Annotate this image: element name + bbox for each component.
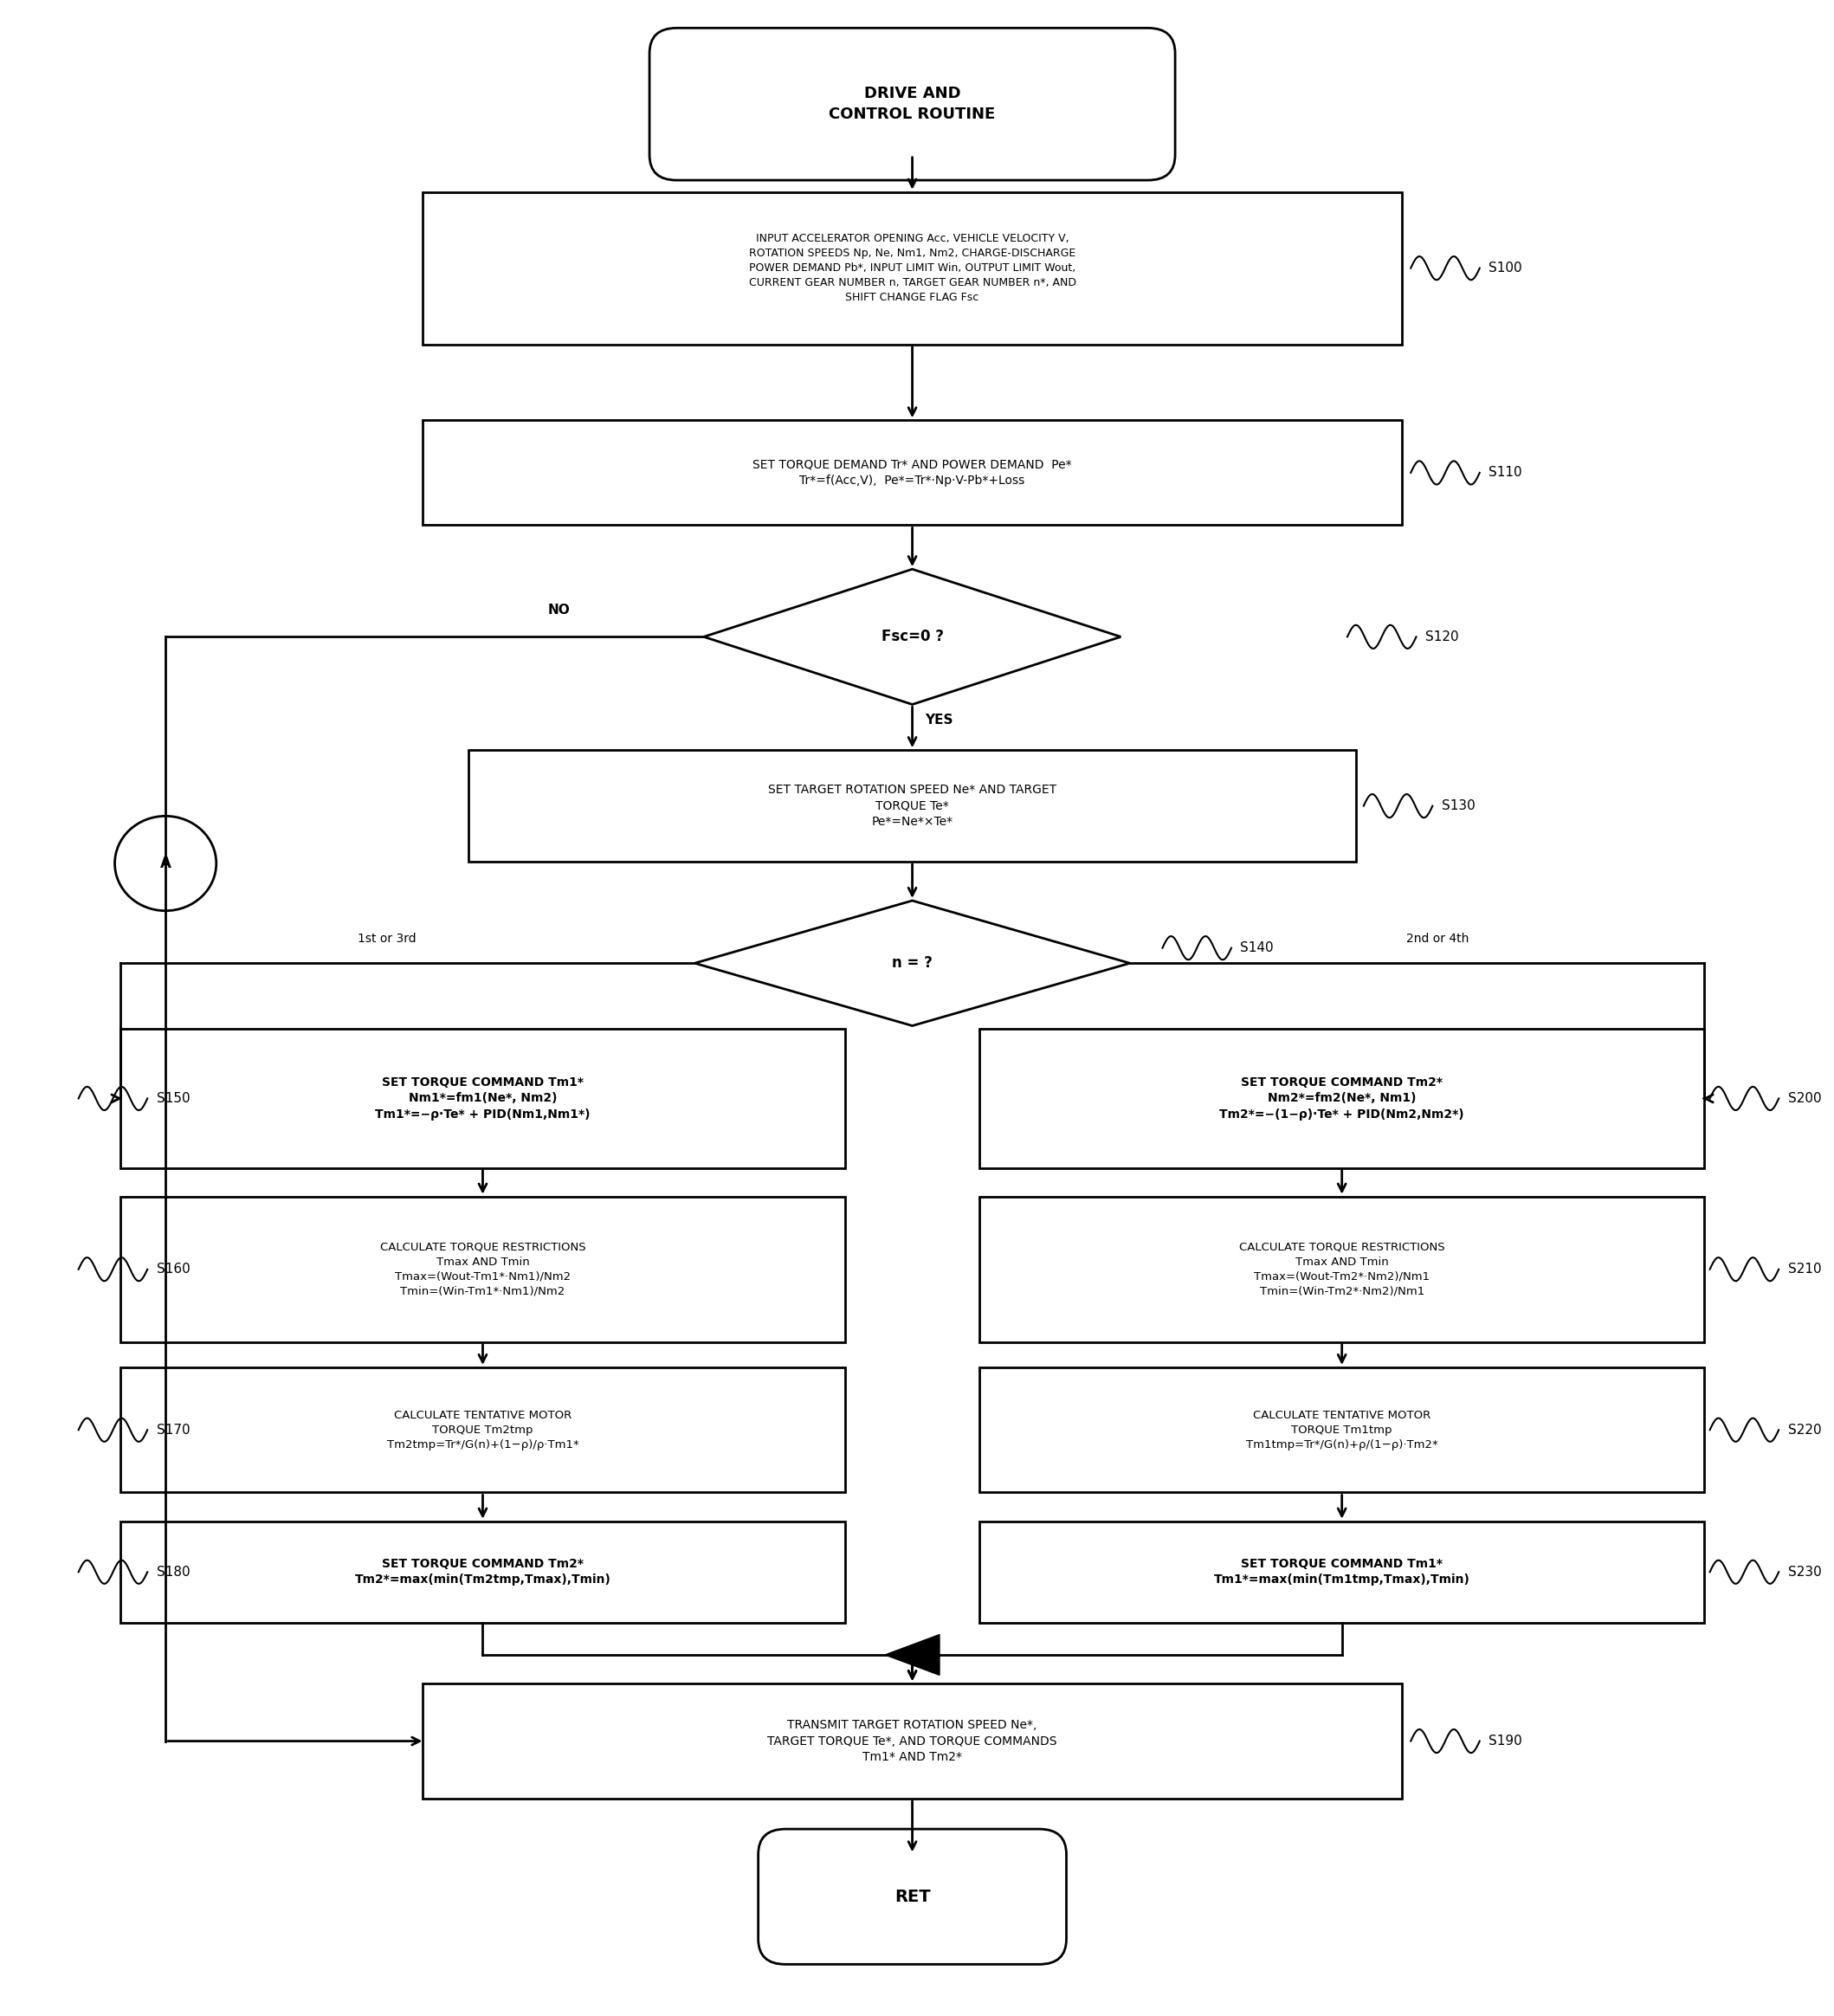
Text: S160: S160 xyxy=(156,1262,191,1276)
Text: SET TORQUE COMMAND Tm1*
Tm1*=max(min(Tm1tmp,Tmax),Tmin): SET TORQUE COMMAND Tm1* Tm1*=max(min(Tm1… xyxy=(1214,1558,1471,1587)
Text: S200: S200 xyxy=(1788,1093,1821,1105)
Text: YES: YES xyxy=(924,714,954,726)
Text: INPUT ACCELERATOR OPENING Acc, VEHICLE VELOCITY V,
ROTATION SPEEDS Np, Ne, Nm1, : INPUT ACCELERATOR OPENING Acc, VEHICLE V… xyxy=(748,234,1077,302)
Bar xyxy=(468,750,1357,861)
Text: S100: S100 xyxy=(1489,262,1522,274)
Text: S120: S120 xyxy=(1425,631,1458,643)
Text: RET: RET xyxy=(895,1889,930,1905)
FancyBboxPatch shape xyxy=(649,28,1176,179)
Text: 1st or 3rd: 1st or 3rd xyxy=(358,933,416,946)
Text: S170: S170 xyxy=(156,1423,191,1437)
FancyBboxPatch shape xyxy=(757,1829,1066,1964)
Text: S220: S220 xyxy=(1788,1423,1821,1437)
Text: NO: NO xyxy=(548,603,570,617)
Text: S230: S230 xyxy=(1788,1566,1821,1579)
Bar xyxy=(424,1683,1401,1798)
Text: 2nd or 4th: 2nd or 4th xyxy=(1407,933,1469,946)
Text: S150: S150 xyxy=(156,1093,191,1105)
Bar xyxy=(121,1028,845,1167)
Bar xyxy=(424,421,1401,526)
Text: A: A xyxy=(160,855,171,871)
Text: n = ?: n = ? xyxy=(891,956,934,972)
Text: SET TORQUE DEMAND Tr* AND POWER DEMAND  Pe*
Tr*=f(Acc,V),  Pe*=Tr*·Np·V-Pb*+Loss: SET TORQUE DEMAND Tr* AND POWER DEMAND P… xyxy=(752,460,1071,486)
Text: CALCULATE TORQUE RESTRICTIONS
Tmax AND Tmin
Tmax=(Wout-Tm1*·Nm1)/Nm2
Tmin=(Win-T: CALCULATE TORQUE RESTRICTIONS Tmax AND T… xyxy=(380,1242,585,1296)
Text: S130: S130 xyxy=(1442,800,1475,812)
Text: S180: S180 xyxy=(156,1566,191,1579)
Bar xyxy=(121,1367,845,1492)
Text: Fsc=0 ?: Fsc=0 ? xyxy=(880,629,943,645)
Bar xyxy=(979,1367,1704,1492)
Bar xyxy=(121,1198,845,1343)
Text: DRIVE AND
CONTROL ROUTINE: DRIVE AND CONTROL ROUTINE xyxy=(829,87,996,123)
Text: CALCULATE TORQUE RESTRICTIONS
Tmax AND Tmin
Tmax=(Wout-Tm2*·Nm2)/Nm1
Tmin=(Win-T: CALCULATE TORQUE RESTRICTIONS Tmax AND T… xyxy=(1240,1242,1445,1296)
Polygon shape xyxy=(695,901,1130,1026)
Text: CALCULATE TENTATIVE MOTOR
TORQUE Tm2tmp
Tm2tmp=Tr*/G(n)+(1−ρ)/ρ·Tm1*: CALCULATE TENTATIVE MOTOR TORQUE Tm2tmp … xyxy=(387,1409,580,1450)
Bar xyxy=(979,1198,1704,1343)
Polygon shape xyxy=(886,1635,939,1675)
Text: S190: S190 xyxy=(1489,1734,1522,1748)
Text: S110: S110 xyxy=(1489,466,1522,480)
Text: SET TARGET ROTATION SPEED Ne* AND TARGET
TORQUE Te*
Pe*=Ne*×Te*: SET TARGET ROTATION SPEED Ne* AND TARGET… xyxy=(768,784,1056,829)
Text: SET TORQUE COMMAND Tm1*
Nm1*=fm1(Ne*, Nm2)
Tm1*=−ρ·Te* + PID(Nm1,Nm1*): SET TORQUE COMMAND Tm1* Nm1*=fm1(Ne*, Nm… xyxy=(376,1077,591,1121)
Text: SET TORQUE COMMAND Tm2*
Nm2*=fm2(Ne*, Nm1)
Tm2*=−(1−ρ)·Te* + PID(Nm2,Nm2*): SET TORQUE COMMAND Tm2* Nm2*=fm2(Ne*, Nm… xyxy=(1220,1077,1464,1121)
Text: SET TORQUE COMMAND Tm2*
Tm2*=max(min(Tm2tmp,Tmax),Tmin): SET TORQUE COMMAND Tm2* Tm2*=max(min(Tm2… xyxy=(354,1558,611,1587)
Bar xyxy=(121,1522,845,1623)
Text: CALCULATE TENTATIVE MOTOR
TORQUE Tm1tmp
Tm1tmp=Tr*/G(n)+ρ/(1−ρ)·Tm2*: CALCULATE TENTATIVE MOTOR TORQUE Tm1tmp … xyxy=(1245,1409,1438,1450)
Bar xyxy=(979,1522,1704,1623)
Text: S140: S140 xyxy=(1240,941,1275,954)
Polygon shape xyxy=(704,569,1121,704)
Text: S210: S210 xyxy=(1788,1262,1821,1276)
Text: TRANSMIT TARGET ROTATION SPEED Ne*,
TARGET TORQUE Te*, AND TORQUE COMMANDS
Tm1* : TRANSMIT TARGET ROTATION SPEED Ne*, TARG… xyxy=(767,1720,1056,1764)
Bar xyxy=(979,1028,1704,1167)
Bar xyxy=(424,192,1401,345)
